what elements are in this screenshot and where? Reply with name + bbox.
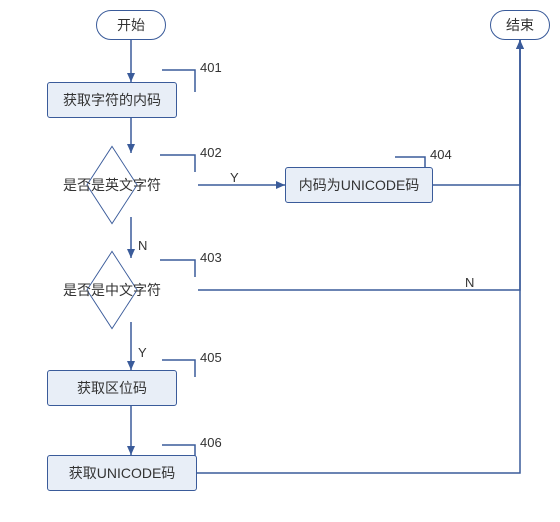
decision-403: 是否是中文字符 [89, 267, 135, 313]
process-406: 获取UNICODE码 [47, 455, 197, 491]
step-number-402: 402 [200, 145, 222, 160]
process-404: 内码为UNICODE码 [285, 167, 433, 203]
process-404-label: 内码为UNICODE码 [299, 175, 420, 195]
end-label: 结束 [506, 15, 534, 35]
edge-label: N [138, 238, 147, 253]
edge-label: N [465, 275, 474, 290]
step-number-404: 404 [430, 147, 452, 162]
decision-402-label: 是否是英文字符 [65, 162, 159, 208]
edge-label: Y [230, 170, 239, 185]
process-405-label: 获取区位码 [77, 378, 147, 398]
edge-label: Y [138, 345, 147, 360]
step-number-406: 406 [200, 435, 222, 450]
step-number-403: 403 [200, 250, 222, 265]
start-terminator: 开始 [96, 10, 166, 40]
process-406-label: 获取UNICODE码 [69, 463, 176, 483]
start-label: 开始 [117, 15, 145, 35]
process-401-label: 获取字符的内码 [63, 90, 161, 110]
process-405: 获取区位码 [47, 370, 177, 406]
flow-wires [0, 0, 560, 522]
step-number-401: 401 [200, 60, 222, 75]
end-terminator: 结束 [490, 10, 550, 40]
decision-402: 是否是英文字符 [89, 162, 135, 208]
step-number-405: 405 [200, 350, 222, 365]
process-401: 获取字符的内码 [47, 82, 177, 118]
decision-403-label: 是否是中文字符 [65, 267, 159, 313]
